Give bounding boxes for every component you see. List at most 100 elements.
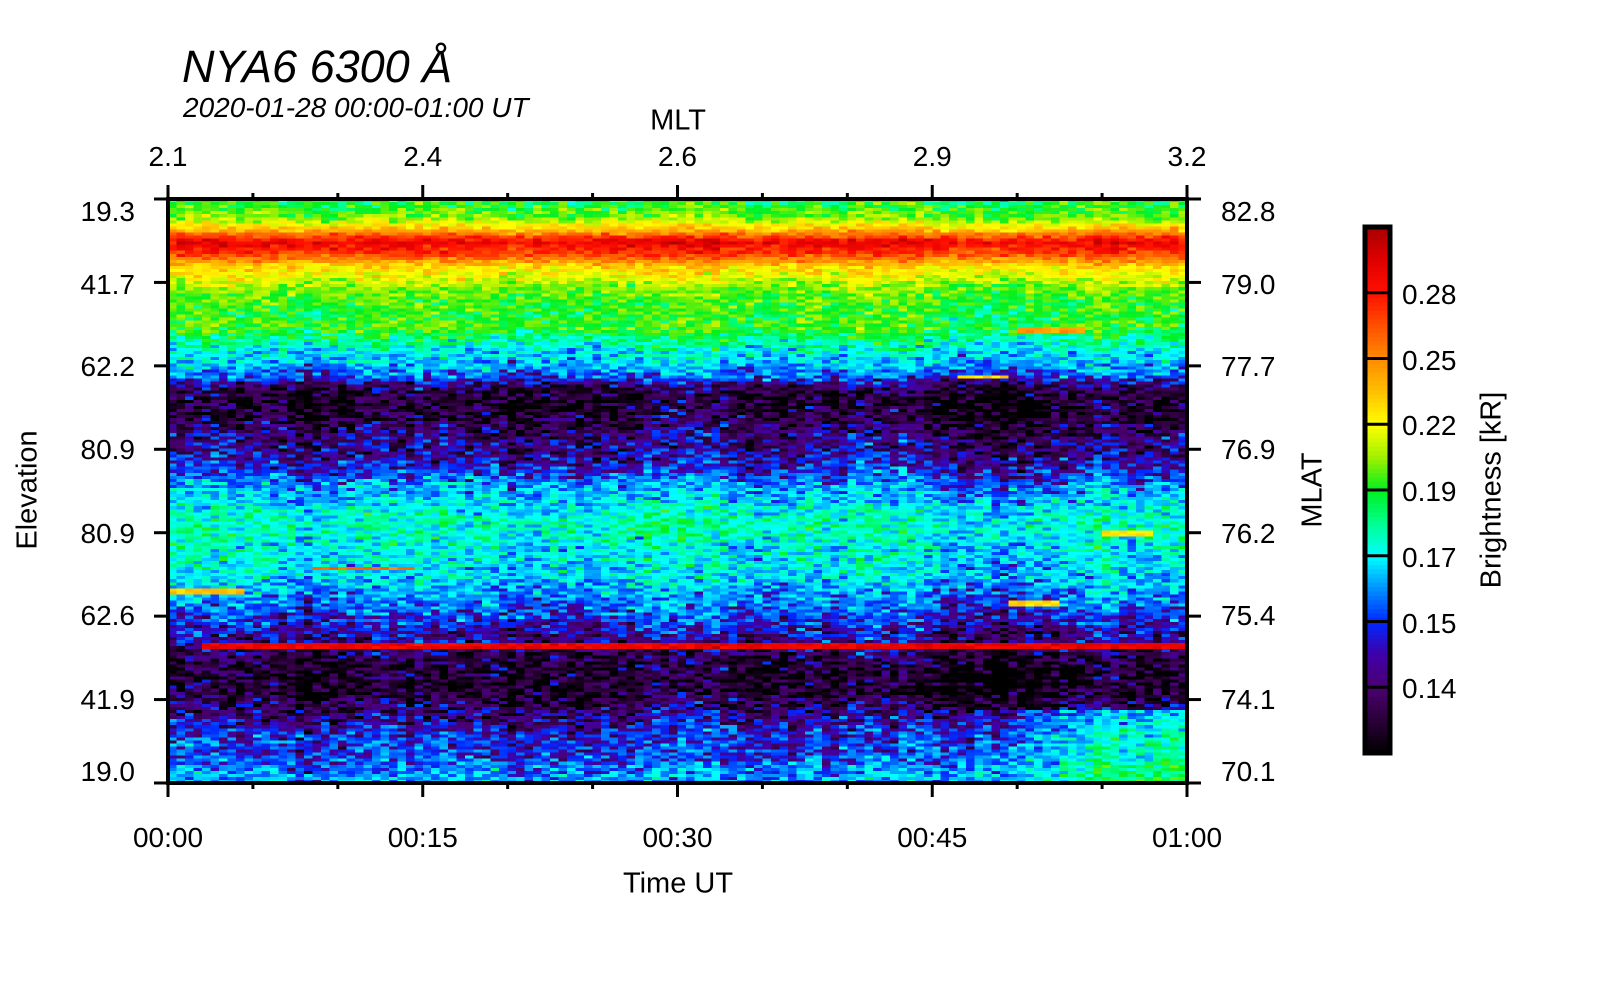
colorbar-segment (1365, 490, 1390, 495)
colorbar-tick-label: 0.25 (1402, 344, 1457, 376)
colorbar-segment (1365, 240, 1390, 246)
colorbar-segment (1365, 630, 1390, 636)
colorbar-segment (1365, 279, 1390, 285)
colorbar-segment (1365, 406, 1390, 412)
x-tick-label: 00:30 (642, 822, 713, 853)
colorbar-segment (1365, 459, 1390, 465)
x-axis-label: Time UT (622, 867, 734, 900)
right-y-tick-label: 77.7 (1221, 351, 1276, 382)
colorbar-segment (1365, 555, 1390, 561)
colorbar-segment (1365, 674, 1390, 680)
colorbar-segment (1365, 319, 1390, 325)
colorbar-segment (1365, 577, 1390, 583)
colorbar-segment (1365, 582, 1390, 588)
colorbar-tick-label: 0.28 (1402, 278, 1457, 310)
y-tick-label: 19.3 (80, 196, 136, 227)
colorbar-segment (1365, 696, 1390, 701)
colorbar-segment (1365, 669, 1390, 675)
y-tick-label: 19.0 (80, 756, 136, 787)
colorbar-tick-label: 0.17 (1402, 541, 1457, 573)
top-tick-label: 3.2 (1167, 141, 1207, 172)
colorbar-segment (1365, 564, 1390, 570)
colorbar-segment (1365, 560, 1390, 566)
colorbar-segment (1365, 310, 1390, 316)
colorbar-segment (1365, 617, 1390, 623)
colorbar-segment (1365, 608, 1390, 614)
right-y-tick-label: 70.1 (1221, 756, 1276, 787)
colorbar-segment (1365, 463, 1390, 469)
colorbar-segment (1365, 397, 1390, 403)
colorbar-segment (1365, 595, 1390, 601)
x-tick-label: 00:45 (897, 822, 968, 853)
colorbar-segment (1365, 717, 1390, 723)
right-y-tick-label: 76.2 (1221, 518, 1276, 549)
colorbar-segment (1365, 393, 1390, 399)
colorbar-segment (1365, 419, 1390, 425)
colorbar-segment (1365, 468, 1390, 474)
colorbar-segment (1365, 358, 1390, 364)
right-y-tick-label: 74.1 (1221, 684, 1276, 715)
colorbar-segment (1365, 731, 1390, 737)
colorbar-segment (1365, 625, 1390, 631)
colorbar-segment (1365, 262, 1390, 268)
colorbar-segment (1365, 283, 1390, 289)
colorbar-segment (1365, 665, 1390, 671)
colorbar-segment (1365, 503, 1390, 509)
colorbar-label: Brightness [kR] (1475, 391, 1508, 589)
colorbar-segment (1365, 687, 1390, 693)
x-tick-label: 00:15 (387, 822, 458, 853)
colorbar-segment (1365, 735, 1390, 741)
colorbar-segment (1365, 476, 1390, 482)
colorbar-segment (1365, 415, 1390, 421)
colorbar-segment (1365, 660, 1390, 666)
colorbar-segment (1365, 700, 1390, 706)
colorbar-segment (1365, 354, 1390, 360)
colorbar-segment (1365, 257, 1390, 263)
colorbar-segment (1365, 402, 1390, 408)
colorbar-segment (1365, 297, 1390, 303)
y-tick-label: 62.2 (80, 351, 136, 382)
colorbar-segment (1365, 288, 1390, 294)
colorbar-segment (1365, 533, 1390, 539)
y-tick-label: 41.9 (80, 684, 136, 715)
colorbar-segment (1365, 384, 1390, 390)
colorbar-segment (1365, 704, 1390, 710)
colorbar-segment (1365, 270, 1390, 276)
colorbar-segment (1365, 340, 1390, 346)
colorbar-segment (1365, 411, 1390, 417)
colorbar-segment (1365, 516, 1390, 522)
colorbar-segment (1365, 494, 1390, 500)
colorbar-segment (1365, 639, 1390, 645)
colorbar-segment (1365, 305, 1390, 311)
colorbar-segment (1365, 713, 1390, 719)
colorbar-segment (1365, 446, 1390, 452)
colorbar-segment (1365, 656, 1390, 662)
colorbar-segment (1365, 603, 1390, 609)
colorbar-segment (1365, 336, 1390, 342)
colorbar-segment (1365, 314, 1390, 320)
colorbar-segment (1365, 376, 1390, 382)
right-y-tick-label: 76.9 (1221, 434, 1276, 465)
top-tick-label: 2.9 (912, 141, 952, 172)
colorbar-segment (1365, 739, 1390, 745)
colorbar-segment (1365, 450, 1390, 456)
colorbar-segment (1365, 573, 1390, 579)
y-tick-label: 62.6 (80, 600, 136, 631)
colorbar-segment (1365, 433, 1390, 438)
colorbar-segment (1365, 568, 1390, 574)
colorbar-segment (1365, 371, 1390, 377)
colorbar-segment (1365, 424, 1390, 430)
top-tick-label: 2.4 (403, 141, 443, 172)
colorbar-segment (1365, 244, 1390, 250)
colorbar-segment (1365, 362, 1390, 368)
colorbar-segment (1365, 551, 1390, 557)
colorbar-segment (1365, 485, 1390, 491)
colorbar-segment (1365, 682, 1390, 688)
right-y-tick-label: 75.4 (1221, 600, 1276, 631)
colorbar-segment (1365, 332, 1390, 338)
chart-title: NYA6 6300 Å (182, 41, 453, 92)
colorbar-segment (1365, 389, 1390, 395)
colorbar-segment (1365, 634, 1390, 640)
colorbar-segment (1365, 481, 1390, 487)
